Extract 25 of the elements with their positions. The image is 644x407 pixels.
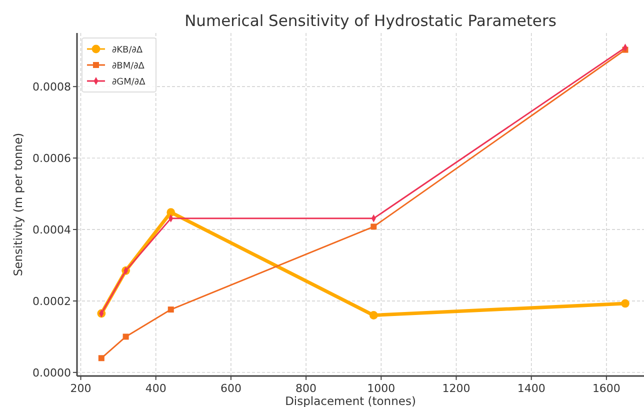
point	[168, 306, 174, 313]
point	[122, 334, 129, 340]
x-tick-label: 1000	[367, 382, 396, 395]
y-axis-title: Sensitivity (m per tonne)	[11, 132, 25, 276]
legend-label: ∂BM/∂Δ	[112, 62, 146, 72]
y-tick-label: 0.0004	[32, 224, 71, 237]
chart-title: Numerical Sensitivity of Hydrostatic Parameters	[184, 12, 556, 30]
x-tick-label: 400	[145, 382, 166, 395]
x-tick-label: 200	[70, 382, 92, 395]
point	[166, 208, 176, 217]
y-tick-label: 0.0002	[32, 294, 71, 308]
x-tick-label: 600	[220, 382, 242, 395]
point	[98, 355, 104, 362]
x-tick-label: 1600	[592, 382, 620, 395]
point	[369, 311, 378, 320]
legend-label: ∂KB/∂Δ	[112, 46, 144, 56]
y-tick-label: 0.0000	[32, 366, 71, 380]
x-tick-label: 1200	[442, 382, 470, 395]
point	[370, 224, 377, 230]
y-tick-label: 0.0008	[32, 80, 71, 94]
legend-label: ∂GM/∂Δ	[112, 78, 146, 88]
point	[621, 299, 630, 308]
x-tick-label: 1400	[517, 382, 546, 395]
y-tick-label: 0.0006	[32, 152, 71, 166]
x-tick-label: 800	[296, 382, 317, 395]
